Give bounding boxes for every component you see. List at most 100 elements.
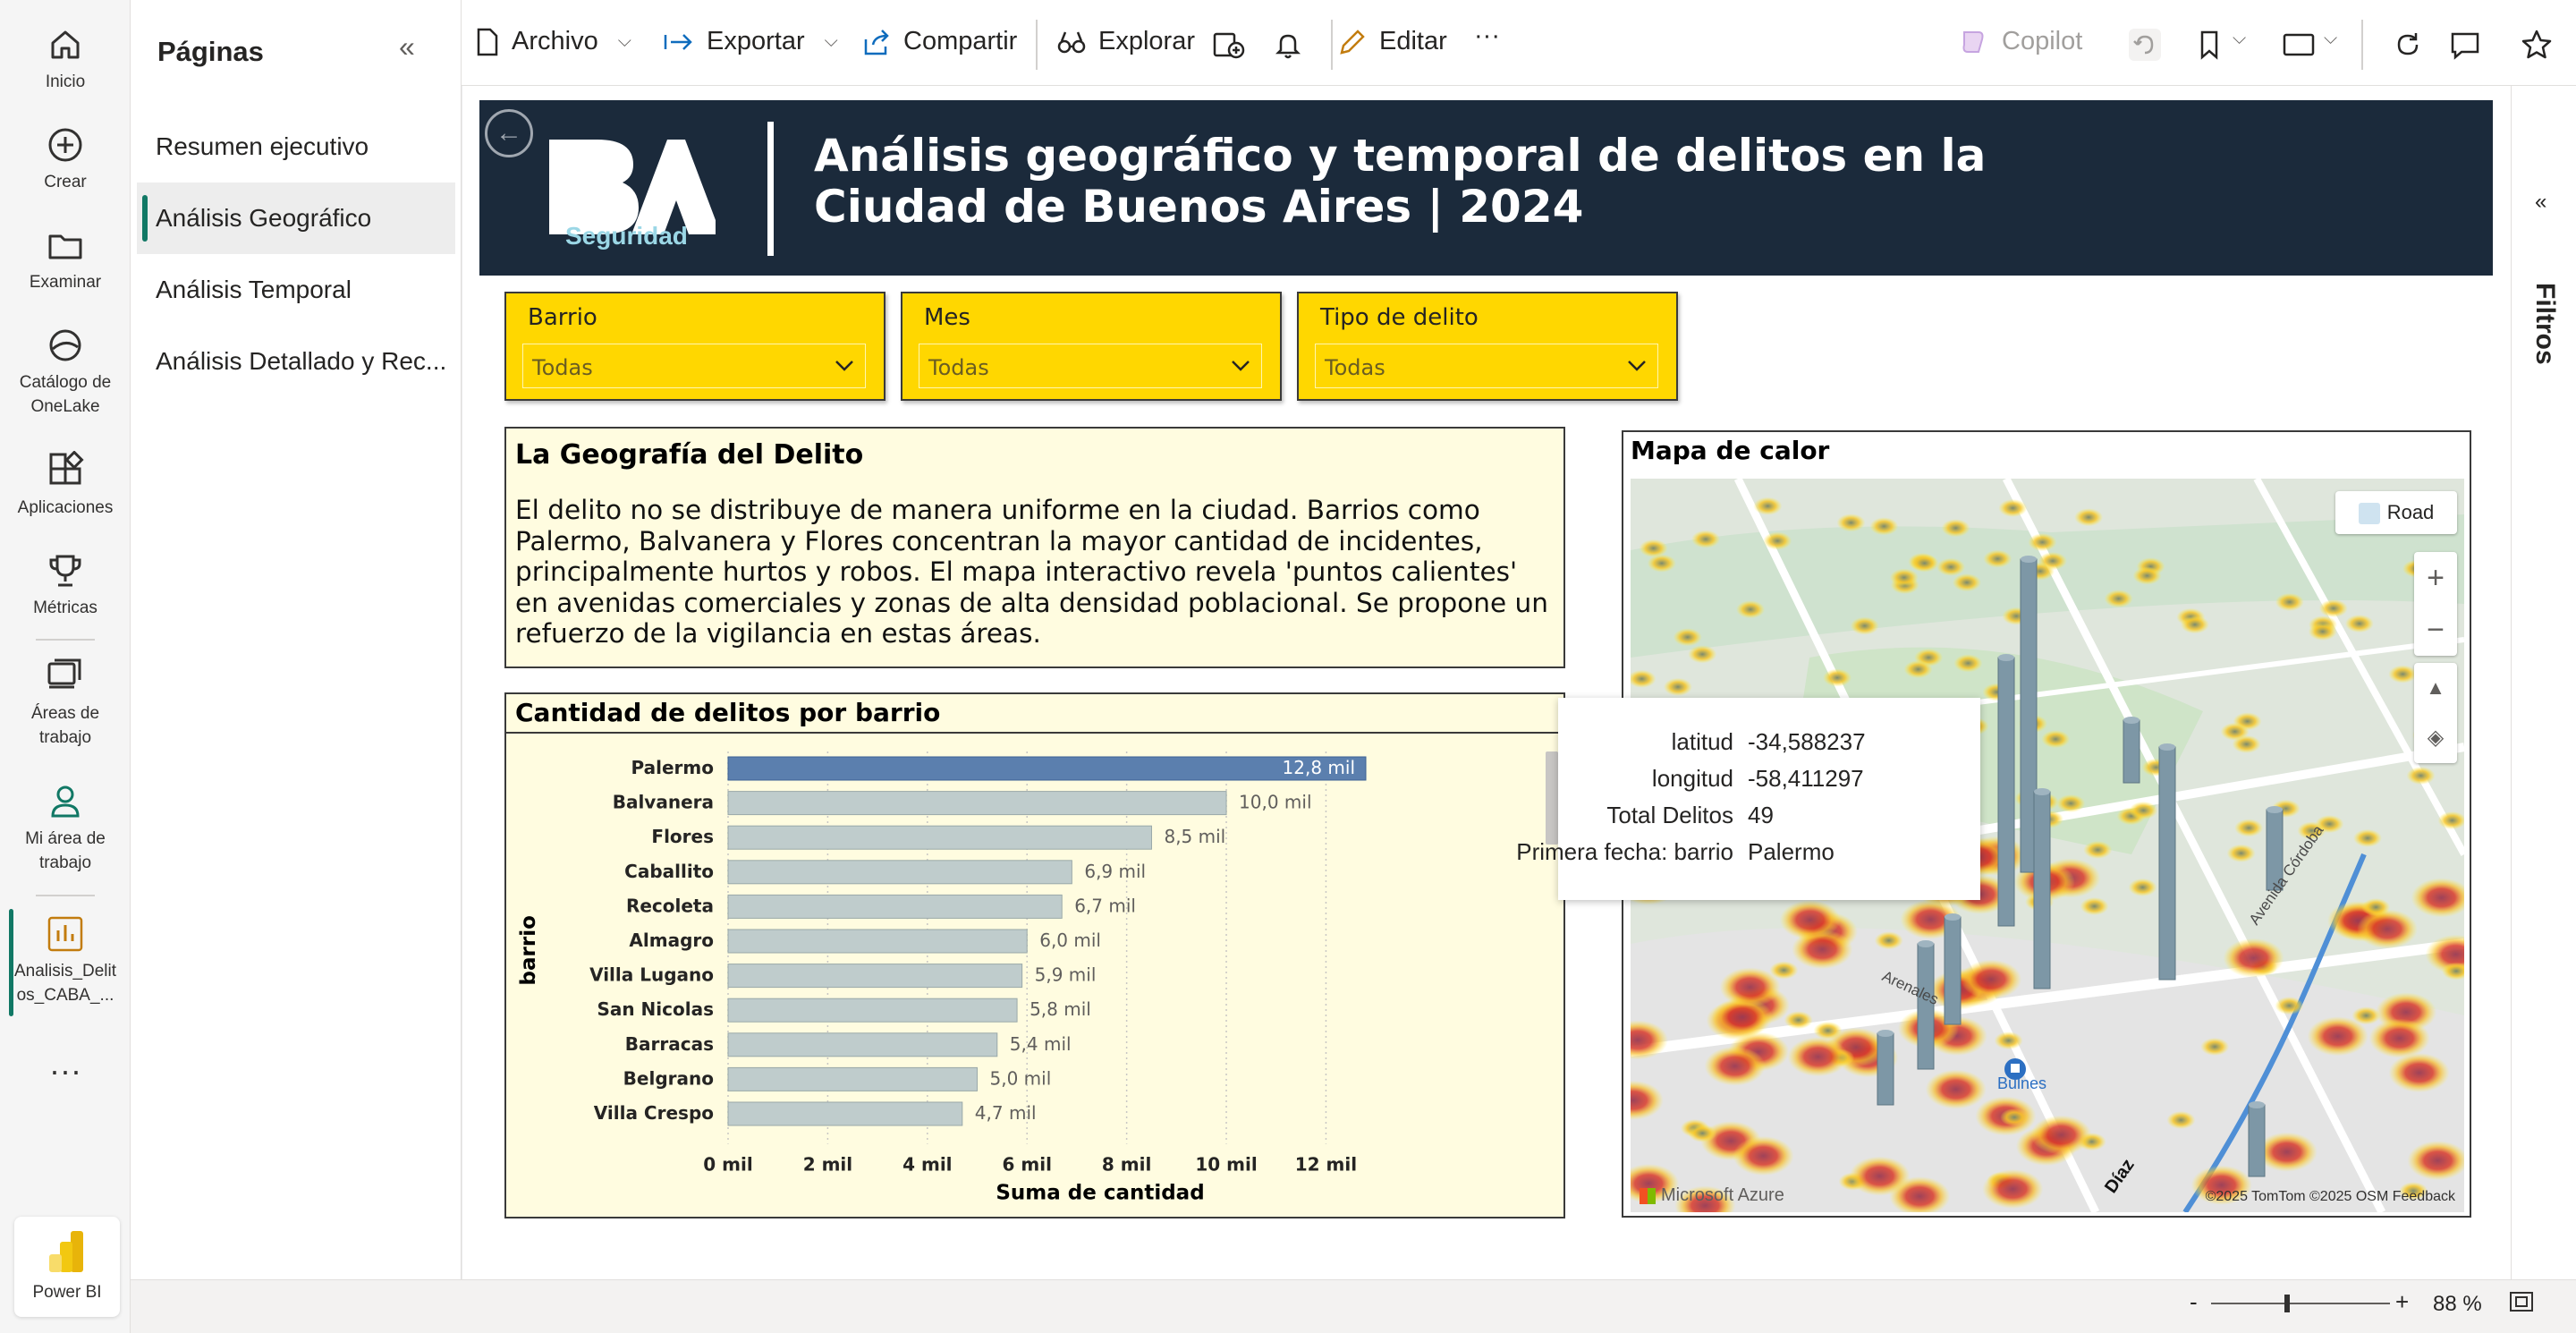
powerbi-brand-tile[interactable]: Power BI [14,1217,120,1317]
person-icon [51,785,80,818]
tooltip-key: latitud [1671,728,1733,755]
x-axis-title: Suma de cantidad [996,1182,1204,1205]
rail-open-report[interactable]: Analisis_Delitos_CABA_... [0,914,131,1007]
slicer-barrio[interactable]: Barrio Todas [504,292,886,401]
rail-more-button[interactable]: ··· [49,1052,81,1089]
slicer-mes[interactable]: Mes Todas [901,292,1282,401]
slicer-dropdown[interactable]: Todas [1315,344,1658,388]
explorar-button[interactable]: Explorar [1057,27,1195,56]
bar-chart-visual[interactable]: Cantidad de delitos por barrio 0 mil 2 mi… [504,692,1565,1218]
refresh-icon[interactable] [2390,27,2426,63]
pitch-icon[interactable]: ▲ [2426,676,2445,699]
heat-spot [1869,517,1899,536]
rail-onelake-label: Catálogo de OneLake [19,373,112,416]
onelake-icon [49,329,81,361]
zoom-in-button[interactable]: + [2395,1288,2410,1315]
toolbar-divider [1331,20,1333,70]
rail-home[interactable]: Inicio [0,25,131,94]
bar[interactable] [727,825,1152,850]
bar[interactable] [727,929,1028,954]
rail-my-workspace[interactable]: Mi área de trabajo [0,782,131,875]
heat-spot [2361,898,2391,917]
page-tab-resumen[interactable]: Resumen ejecutivo [156,132,369,160]
bar[interactable] [727,756,1367,781]
chevron-down-icon[interactable]: ⌵ [2233,29,2247,48]
chevron-down-icon[interactable]: ⌵ [2324,29,2338,48]
page-tab-detallado[interactable]: Análisis Detallado y Rec... [156,347,447,375]
map-style-label: Road [2386,501,2435,523]
map-brand-label: Microsoft Azure [1661,1185,1784,1205]
heat-spot [1982,1168,2044,1209]
crime-column [2033,791,2051,989]
bar[interactable] [727,998,1018,1023]
compartir-button[interactable]: Compartir [862,27,1017,56]
bar[interactable] [727,1032,998,1057]
file-icon [477,28,498,55]
zoom-out-icon[interactable]: − [2427,613,2445,647]
zoom-slider-thumb[interactable] [2284,1295,2290,1312]
editar-button[interactable]: Editar [1338,27,1447,56]
more-options-button[interactable]: ··· [1474,21,1500,50]
heat-spot [1787,1037,1849,1077]
collapse-pages-icon[interactable]: « [399,30,415,63]
archivo-menu[interactable]: Archivo ⌵ [476,27,631,56]
bar[interactable] [727,1066,979,1091]
copilot-button[interactable]: Copilot [1959,27,2082,56]
x-tick-label: 4 mil [902,1154,952,1176]
data-label: 4,7 mil [975,1102,1037,1124]
bar[interactable] [727,894,1063,919]
compass-icon[interactable]: ◈ [2427,726,2445,750]
map-attribution[interactable]: ©2025 TomTom ©2025 OSM Feedback [2205,1189,2455,1204]
comment-icon[interactable] [2447,27,2483,63]
rail-create[interactable]: Crear [0,125,131,194]
bar[interactable] [727,1101,963,1126]
slicer-dropdown[interactable]: Todas [522,344,866,388]
rail-workspaces-label: Áreas de trabajo [30,704,100,747]
heat-spot [1910,554,1939,573]
chart-scrollbar[interactable] [1546,751,1558,845]
bar[interactable] [727,964,1023,989]
map-style-button[interactable]: Road [2335,491,2457,534]
map-title: Mapa de calor [1631,436,1830,465]
fit-to-page-icon[interactable] [2508,1290,2535,1313]
heat-spot [1719,967,1781,1007]
zoom-level[interactable]: 88 % [2433,1292,2482,1316]
rail-browse[interactable]: Examinar [0,225,131,294]
slicer-tipo-delito[interactable]: Tipo de delito Todas [1297,292,1678,401]
map-canvas[interactable]: Bulnes Díaz Avenida Córdoba Arenales Roa… [1631,479,2464,1212]
crime-column-top [1998,654,2014,661]
heat-spot [1889,568,1919,587]
apps-icon [49,451,84,485]
page-tab-geografico[interactable]: Análisis Geográfico [137,183,455,254]
bar[interactable] [727,791,1227,816]
zoom-slider[interactable] [2211,1295,2390,1312]
zoom-in-icon[interactable]: + [2427,561,2445,595]
bell-icon[interactable] [1270,27,1306,63]
rail-workspaces[interactable]: Áreas de trabajo [0,657,131,750]
filters-pane[interactable]: « Filtros [2511,86,2576,1279]
back-arrow-icon[interactable]: ← [485,109,533,157]
page-tab-temporal[interactable]: Análisis Temporal [156,276,352,303]
subscribe-icon[interactable] [1211,27,1247,63]
y-category-label: Flores [651,826,714,847]
rail-onelake[interactable]: Catálogo de OneLake [0,326,131,419]
heatmap-visual[interactable]: Mapa de calor [1622,430,2471,1218]
reset-icon[interactable] [2127,27,2163,63]
heat-spot [1849,1156,1911,1196]
heat-spot [1998,498,2028,517]
heat-spot [2080,897,2109,916]
bookmark-icon[interactable] [2191,27,2227,63]
exportar-menu[interactable]: Exportar ⌵ [664,27,838,56]
view-icon[interactable] [2281,27,2317,63]
star-icon[interactable] [2519,27,2555,63]
rail-apps[interactable]: Aplicaciones [0,451,131,520]
heat-spot [1639,539,1668,557]
zoom-out-button[interactable]: - [2190,1288,2198,1315]
crime-column [2123,719,2140,784]
bar[interactable] [727,860,1072,885]
expand-filters-icon[interactable]: « [2535,190,2547,214]
heat-spot [2442,962,2464,981]
rail-metrics[interactable]: Métricas [0,551,131,620]
rail-divider [36,639,95,641]
slicer-dropdown[interactable]: Todas [919,344,1262,388]
